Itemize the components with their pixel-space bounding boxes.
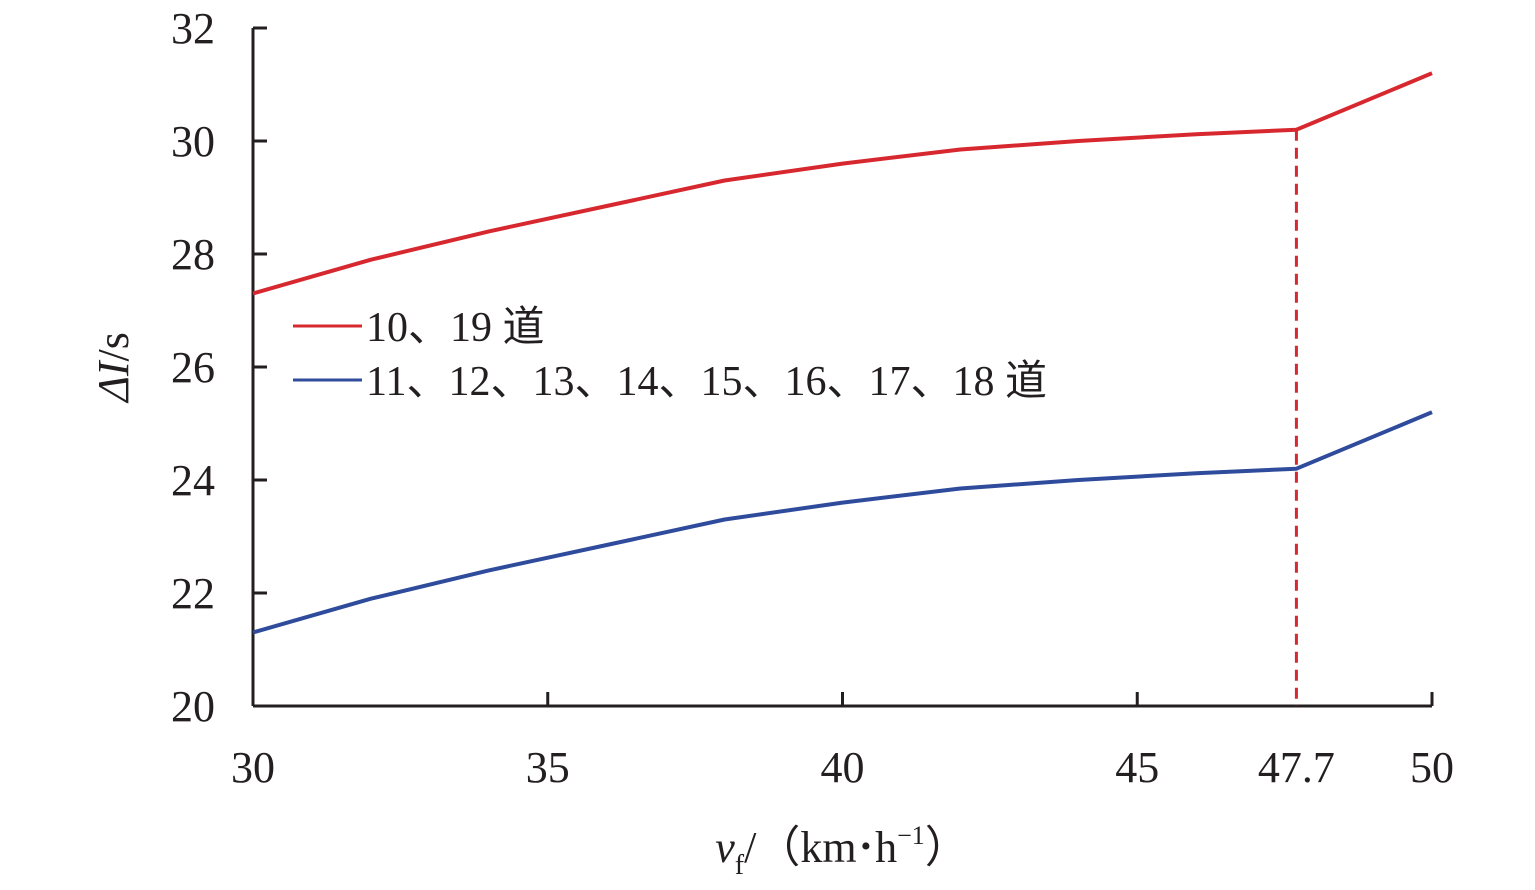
x-title-var: v [715, 823, 735, 872]
x-tick-label: 30 [231, 743, 275, 792]
x-title-sub: f [735, 850, 745, 881]
series-line-1 [252, 410, 1433, 635]
x-title-sup: −1 [897, 821, 925, 850]
legend: 10、19 道 11、12、13、14、15、16、17、18 道 [293, 305, 1047, 405]
y-title-symbol: ΔI [89, 359, 138, 404]
y-tick-label: 32 [171, 4, 215, 53]
x-tick-label: 47.7 [1258, 743, 1335, 792]
x-tick-label: 50 [1410, 743, 1454, 792]
axes: 20 22 24 26 28 30 32 30 35 40 45 47.7 50 [171, 4, 1454, 792]
x-tick-label: 40 [821, 743, 865, 792]
x-tick-label: 45 [1115, 743, 1159, 792]
x-title-dot: • [861, 830, 872, 863]
y-title-unit: /s [89, 332, 138, 361]
x-axis-title: vf/（km •h−1） [715, 821, 969, 881]
y-tick-label: 24 [171, 456, 215, 505]
y-tick-label: 26 [171, 343, 215, 392]
chart-marks [252, 71, 1433, 706]
series-line-0 [252, 71, 1433, 296]
legend-label-series-1: 11、12、13、14、15、16、17、18 道 [366, 359, 1047, 405]
y-axis-title: ΔI/s [89, 332, 138, 404]
x-title-unit-h: h [875, 823, 897, 872]
x-title-unit-open: /（km [744, 823, 856, 872]
y-tick-label: 30 [171, 117, 215, 166]
y-tick-label: 28 [171, 230, 215, 279]
x-tick-label: 35 [526, 743, 570, 792]
y-tick-label: 22 [171, 569, 215, 618]
y-tick-label: 20 [171, 682, 215, 731]
legend-label-series-0: 10、19 道 [366, 305, 545, 351]
x-title-unit-close: ） [925, 823, 969, 872]
